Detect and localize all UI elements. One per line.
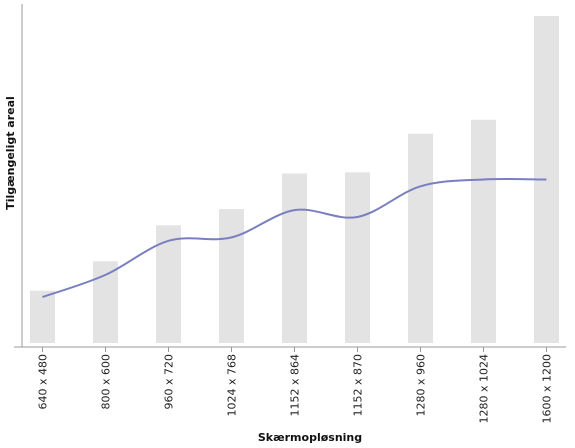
x-tick-label-1: 800 x 600	[100, 354, 113, 410]
bar-7	[471, 119, 496, 343]
bar-5	[345, 172, 370, 343]
x-tick-label-7: 1280 x 1024	[478, 354, 491, 424]
x-tick-label-4: 1152 x 864	[289, 354, 302, 417]
x-tick-label-6: 1280 x 960	[415, 354, 428, 417]
bar-2	[156, 225, 181, 343]
y-axis-title: Tilgængeligt areal	[4, 96, 17, 210]
bar-1	[93, 261, 118, 343]
bar-3	[219, 209, 244, 343]
bar-4	[282, 173, 307, 343]
x-axis-title: Skærmopløsning	[258, 431, 362, 444]
x-tick-label-5: 1152 x 870	[352, 354, 365, 417]
x-tick-group: 640 x 480 800 x 600 960 x 720 1024 x 768 115…	[37, 347, 554, 424]
bar-6	[408, 133, 433, 343]
x-tick-label-3: 1024 x 768	[226, 354, 239, 417]
series-line	[42, 178, 547, 298]
x-tick-label-0: 640 x 480	[37, 354, 50, 410]
x-tick-label-8: 1600 x 1200	[541, 354, 554, 424]
x-tick-label-2: 960 x 720	[163, 354, 176, 410]
bar-0	[30, 290, 55, 343]
